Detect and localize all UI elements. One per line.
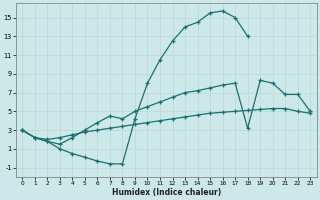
X-axis label: Humidex (Indice chaleur): Humidex (Indice chaleur) (112, 188, 221, 197)
